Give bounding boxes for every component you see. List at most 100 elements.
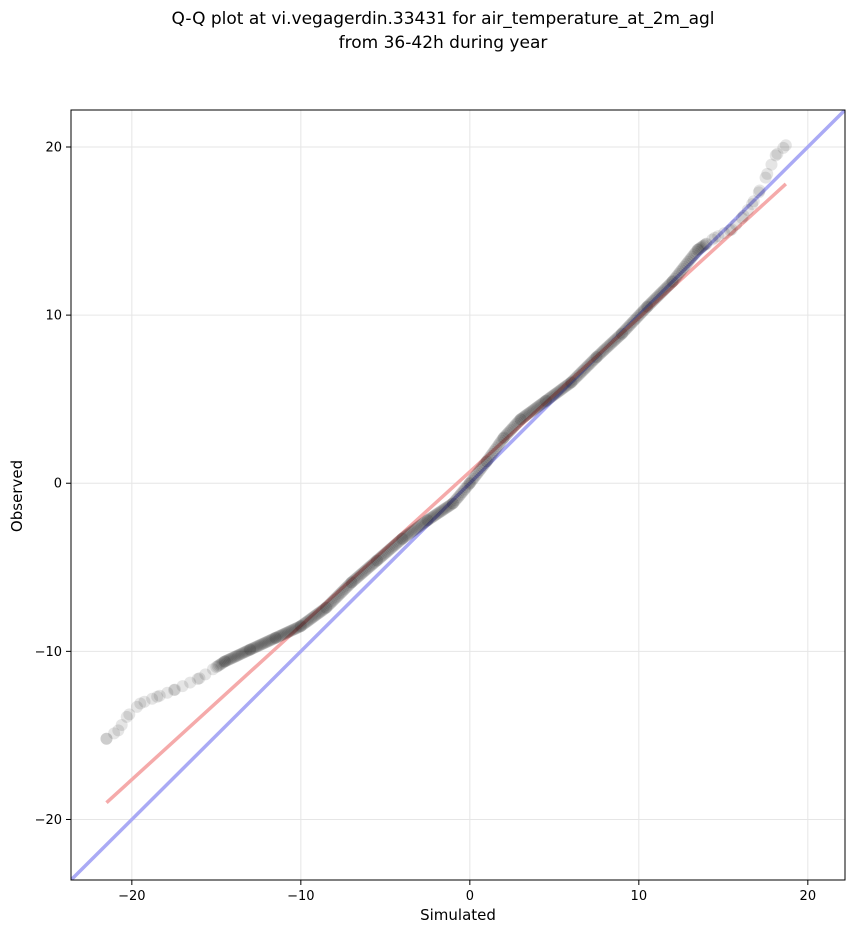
quantile-point [218, 655, 231, 668]
quantile-point [769, 149, 782, 162]
x-tick-label: 20 [800, 889, 817, 904]
quantile-point [357, 565, 370, 578]
quantile-point [295, 619, 308, 632]
quantile-point [636, 306, 649, 319]
quantile-point [306, 611, 319, 624]
quantile-point [724, 224, 737, 237]
quantile-point [120, 710, 133, 723]
quantile-point [752, 186, 765, 199]
quantile-point [510, 417, 523, 430]
chart-subtitle: from 36-42h during year [339, 33, 548, 53]
quantile-point [652, 289, 665, 302]
quantile-point [514, 413, 527, 426]
quantile-point [642, 299, 655, 312]
quantile-point [279, 627, 292, 640]
quantile-point [377, 548, 390, 561]
quantile-point [456, 486, 469, 499]
quantile-point [336, 585, 349, 598]
plot-frame [70, 109, 846, 881]
quantile-point [390, 537, 403, 550]
quantile-point [217, 656, 230, 669]
quantile-point [514, 413, 527, 426]
quantile-point [402, 528, 415, 541]
quantile-point [349, 572, 362, 585]
quantile-points [100, 139, 792, 745]
quantile-point [320, 601, 333, 614]
quantile-point [338, 583, 351, 596]
quantile-point [441, 500, 454, 513]
quantile-point [501, 428, 514, 441]
quantile-point [193, 672, 206, 685]
quantile-point [525, 405, 538, 418]
quantile-point [633, 308, 646, 321]
quantile-point [411, 521, 424, 534]
quantile-point [540, 394, 553, 407]
quantile-point [341, 580, 354, 593]
quantile-point [779, 139, 792, 152]
quantile-point [664, 277, 677, 290]
quantile-point [314, 605, 327, 618]
quantile-point [630, 311, 643, 324]
quantile-point [100, 732, 113, 745]
quantile-point [660, 281, 673, 294]
quantile-point [448, 495, 461, 508]
quantile-point [718, 227, 731, 240]
quantile-point [223, 653, 236, 666]
quantile-point [368, 556, 381, 569]
quantile-point [496, 432, 509, 445]
quantile-point [777, 141, 790, 154]
quantile-point [273, 629, 286, 642]
quantile-point [337, 584, 350, 597]
quantile-point [370, 554, 383, 567]
quantile-point [657, 284, 670, 297]
quantile-point [257, 637, 270, 650]
quantile-point [480, 455, 493, 468]
quantile-point [505, 423, 518, 436]
quantile-point [569, 371, 582, 384]
quantile-point [244, 643, 257, 656]
quantile-point [492, 438, 505, 451]
quantile-point [392, 535, 405, 548]
quantile-point [641, 300, 654, 313]
quantile-point [414, 519, 427, 532]
quantile-point [578, 363, 591, 376]
quantile-point [609, 333, 622, 346]
quantile-point [261, 635, 274, 648]
quantile-point [376, 549, 389, 562]
quantile-point [706, 233, 719, 246]
quantile-point [647, 294, 660, 307]
quantile-point [523, 406, 536, 419]
quantile-point [422, 513, 435, 526]
quantile-point [290, 622, 303, 635]
quantile-point [263, 634, 276, 647]
quantile-point [665, 276, 678, 289]
quantile-point [329, 592, 342, 605]
quantile-point [242, 644, 255, 657]
quantile-point [465, 474, 478, 487]
quantile-point [252, 639, 265, 652]
quantile-point [667, 274, 680, 287]
quantile-point [691, 243, 704, 256]
quantile-point [486, 447, 499, 460]
quantile-point [418, 516, 431, 529]
quantile-point [459, 482, 472, 495]
quantile-point [453, 489, 466, 502]
quantile-point [590, 351, 603, 364]
quantile-point [298, 617, 311, 630]
quantile-point [112, 724, 125, 737]
quantile-point [269, 631, 282, 644]
quantile-point [372, 553, 385, 566]
quantile-point [507, 420, 520, 433]
quantile-point [283, 625, 296, 638]
quantile-point [250, 640, 263, 653]
quantile-point [191, 673, 204, 686]
quantile-point [245, 643, 258, 656]
quantile-point [267, 633, 280, 646]
quantile-point [557, 381, 570, 394]
quantile-point [326, 595, 339, 608]
quantile-point [482, 453, 495, 466]
quantile-point [680, 257, 693, 270]
quantile-point [361, 562, 374, 575]
quantile-point [400, 529, 413, 542]
quantile-point [490, 442, 503, 455]
